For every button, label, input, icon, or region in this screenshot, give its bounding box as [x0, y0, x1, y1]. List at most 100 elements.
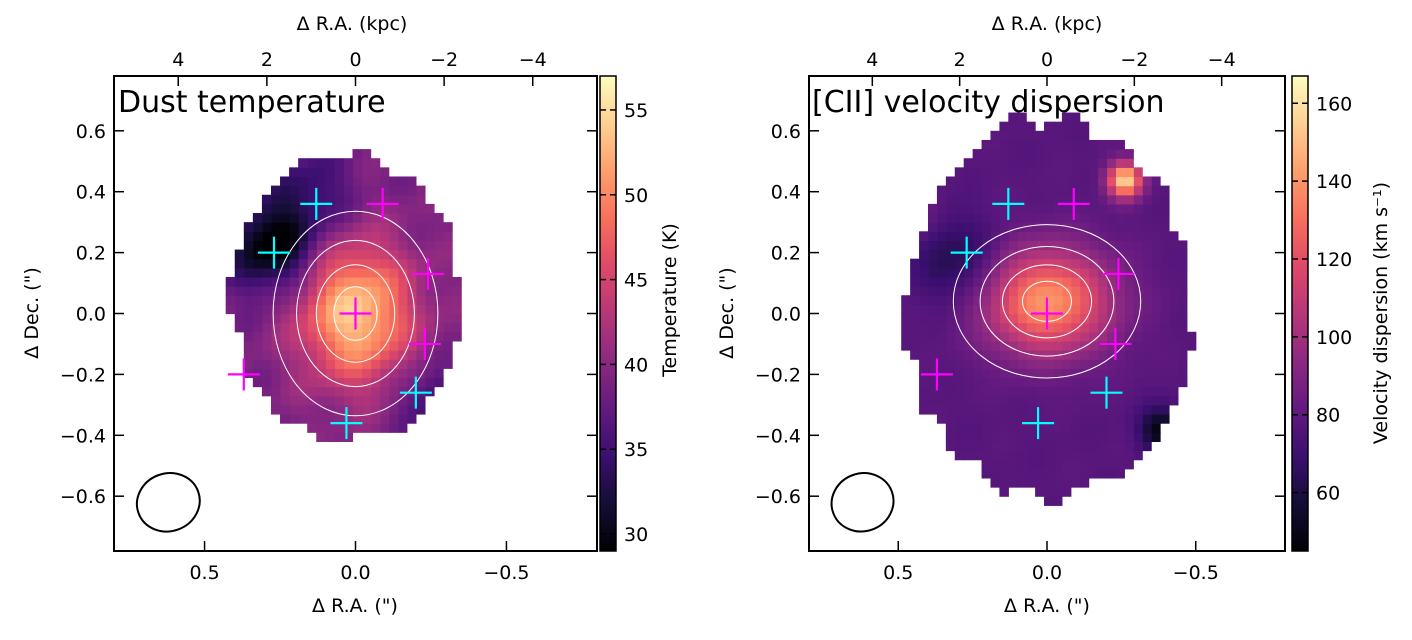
heatmap-pixel	[443, 231, 453, 242]
heatmap-pixel	[1070, 441, 1081, 452]
heatmap-pixel	[406, 249, 417, 260]
heatmap-pixel	[1070, 386, 1081, 397]
heatmap-pixel	[1079, 413, 1090, 424]
beam-ellipse-cii	[830, 472, 895, 533]
heatmap-pixel	[972, 368, 983, 379]
x-axis-label-dust: Δ R.A. (")	[312, 595, 398, 617]
heatmap-pixel	[1008, 304, 1018, 315]
heatmap-pixel	[945, 258, 956, 269]
heatmap-pixel	[1177, 267, 1188, 278]
colorbar-tick-label: 60	[1316, 483, 1340, 505]
heatmap-pixel	[379, 350, 390, 360]
heatmap-pixel	[379, 222, 390, 232]
heatmap-pixel	[919, 340, 929, 351]
heatmap-pixel	[972, 194, 983, 205]
heatmap-pixel	[388, 267, 399, 278]
heatmap-pixel	[379, 386, 390, 397]
heatmap-pixel	[1035, 441, 1045, 452]
heatmap-pixel	[307, 423, 317, 433]
heatmap-pixel	[370, 331, 381, 342]
heatmap-pixel	[1070, 459, 1081, 470]
heatmap-pixel	[1097, 213, 1108, 223]
x-tick-label: −0.5	[1173, 562, 1219, 584]
heatmap-pixel	[334, 231, 345, 242]
heatmap-pixel	[1106, 459, 1117, 470]
heatmap-pixel	[928, 213, 938, 223]
heatmap-pixel	[1079, 468, 1090, 479]
heatmap-pixel	[1177, 377, 1188, 388]
heatmap-pixel	[1133, 413, 1143, 424]
heatmap-pixel	[270, 313, 281, 324]
heatmap-pixel	[954, 194, 965, 205]
heatmap-pixel	[1079, 322, 1090, 333]
heatmap-pixel	[1106, 286, 1117, 296]
heatmap-pixel	[252, 222, 263, 232]
heatmap-pixel	[954, 249, 965, 260]
heatmap-pixel	[963, 249, 974, 260]
heatmap-pixel	[1026, 386, 1036, 397]
heatmap-pixel	[919, 404, 929, 415]
heatmap-pixel	[1061, 368, 1072, 379]
heatmap-pixel	[424, 304, 435, 315]
heatmap-pixel	[1106, 203, 1117, 214]
heatmap-pixel	[1035, 139, 1045, 150]
heatmap-pixel	[388, 359, 399, 369]
heatmap-pixel	[1070, 395, 1081, 406]
top-x-tick-label: 2	[954, 49, 966, 71]
heatmap-pixel	[1124, 240, 1134, 251]
heatmap-pixel	[352, 386, 363, 397]
heatmap-pixel	[1133, 185, 1143, 196]
heatmap-pixel	[1017, 176, 1027, 187]
heatmap-pixel	[261, 194, 272, 205]
heatmap-pixel	[388, 395, 399, 406]
heatmap-pixel	[1115, 386, 1125, 397]
magenta-cross-marker	[1031, 297, 1063, 330]
heatmap-pixel	[361, 149, 372, 159]
heatmap-pixel	[289, 304, 299, 315]
heatmap-pixel	[999, 441, 1009, 452]
source-markers-cii	[920, 187, 1135, 440]
heatmap-pixel	[270, 331, 281, 342]
heatmap-pixel	[1133, 423, 1143, 433]
heatmap-pixel	[1124, 359, 1134, 369]
heatmap-pixel	[1035, 487, 1045, 497]
heatmap-pixel	[1079, 295, 1090, 305]
heatmap-pixel	[1008, 450, 1018, 461]
heatmap-pixel	[352, 350, 363, 360]
heatmap-pixel	[406, 359, 417, 369]
heatmap-pixel	[1044, 413, 1054, 424]
heatmap-pixel	[1160, 203, 1170, 214]
heatmap-pixel	[1035, 167, 1045, 178]
heatmap-pixel	[1133, 203, 1143, 214]
heatmap-pixel	[1097, 176, 1108, 187]
heatmap-pixel	[1026, 459, 1036, 470]
magenta-cross-marker	[339, 297, 372, 330]
heatmap-pixel	[289, 258, 299, 269]
heatmap-pixel	[1008, 112, 1018, 123]
heatmap-pixel	[270, 203, 281, 214]
heatmap-pixel	[919, 395, 929, 406]
heatmap-pixel	[1097, 240, 1108, 251]
heatmap-pixel	[1070, 340, 1081, 351]
heatmap-pixel	[316, 185, 326, 196]
heatmap-pixel	[1133, 176, 1143, 187]
heatmap-pixel	[379, 368, 390, 379]
heatmap-pixel	[936, 267, 947, 278]
heatmap-pixel	[289, 185, 299, 196]
heatmap-pixel	[972, 149, 983, 159]
y-tick-label: 0.0	[76, 304, 106, 326]
heatmap-pixel	[325, 167, 335, 178]
heatmap-pixel	[1026, 368, 1036, 379]
heatmap-pixel	[981, 194, 992, 205]
heatmap-pixel	[999, 276, 1009, 287]
heatmap-pixel	[289, 340, 299, 351]
heatmap-pixel	[234, 249, 245, 260]
heatmap-pixel	[443, 258, 453, 269]
heatmap-pixel	[289, 322, 299, 333]
heatmap-pixel	[1088, 404, 1099, 415]
heatmap-pixel	[1026, 121, 1036, 132]
heatmap-pixel	[990, 477, 1000, 488]
heatmap-pixel	[1079, 231, 1090, 242]
heatmap-pixel	[1017, 432, 1027, 442]
heatmap-pixel	[1088, 331, 1099, 342]
